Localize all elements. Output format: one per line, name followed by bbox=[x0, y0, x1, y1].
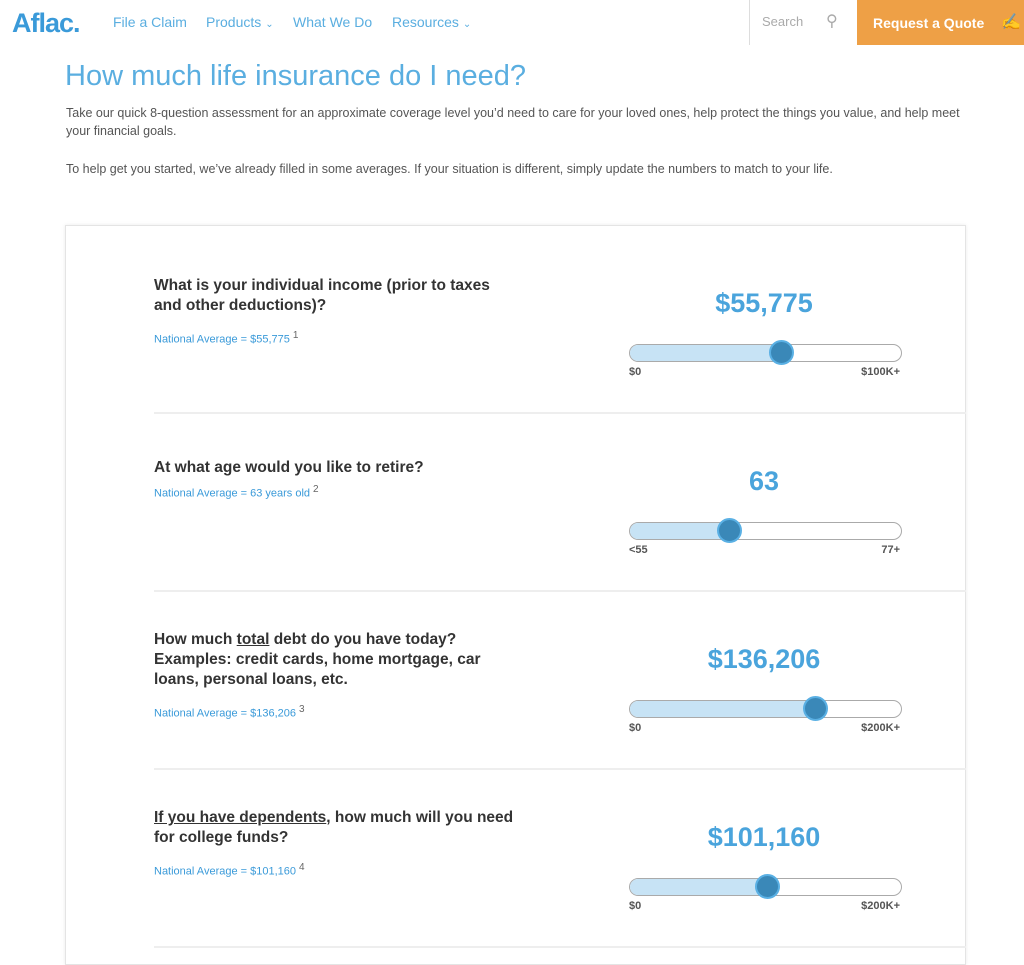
slider-value: $136,206 bbox=[707, 644, 821, 674]
national-average: National Average = $136,206 3 bbox=[154, 704, 305, 720]
request-quote-button[interactable]: Request a Quote ✍ bbox=[857, 0, 1024, 45]
question-part: , how much will you need for college fun… bbox=[154, 809, 514, 846]
duck-icon: ✍ bbox=[1001, 14, 1021, 31]
note-text: To help get you started, we’ve already f… bbox=[66, 162, 833, 176]
average-text: National Average = 63 years old bbox=[154, 487, 311, 500]
nav-resources[interactable]: Resources ⌄ bbox=[392, 14, 471, 30]
nav-label: Resources bbox=[392, 14, 459, 30]
slider-thumb[interactable] bbox=[802, 696, 828, 721]
question-part: How much bbox=[154, 631, 237, 648]
quote-label: Request a Quote bbox=[873, 15, 985, 31]
slider-min-label: $0 bbox=[629, 900, 642, 912]
footnote-ref[interactable]: 3 bbox=[299, 704, 305, 715]
slider-max-label: $200K+ bbox=[861, 722, 900, 734]
question-text: How much total debt do you have today? E… bbox=[154, 630, 514, 690]
question-row: If you have dependents, how much will yo… bbox=[154, 770, 966, 948]
average-text: National Average = $136,206 bbox=[154, 707, 296, 720]
slider-max-label: 77+ bbox=[881, 544, 900, 556]
slider-fill bbox=[630, 523, 729, 539]
slider-track[interactable] bbox=[629, 518, 902, 543]
slider-track[interactable] bbox=[629, 696, 902, 721]
slider-max-label: $100K+ bbox=[861, 366, 900, 378]
slider-min-label: <55 bbox=[629, 544, 648, 556]
question-row: At what age would you like to retire? Na… bbox=[154, 414, 966, 592]
national-average: National Average = 63 years old 2 bbox=[154, 484, 319, 500]
question-part: What is your individual income (prior to… bbox=[154, 277, 490, 314]
question-emphasis: total bbox=[236, 631, 270, 648]
slider-thumb[interactable] bbox=[755, 874, 781, 899]
top-nav: Aflac. File a Claim Products ⌄ What We Do… bbox=[0, 0, 1024, 45]
question-row: How much total debt do you have today? E… bbox=[154, 592, 966, 770]
nav-file-claim[interactable]: File a Claim bbox=[113, 14, 187, 30]
slider-min-label: $0 bbox=[629, 366, 642, 378]
slider-value: 63 bbox=[748, 466, 780, 496]
slider-min-label: $0 bbox=[629, 722, 642, 734]
intro-text: Take our quick 8-question assessment for… bbox=[66, 106, 960, 138]
question-emphasis: If you have dependents bbox=[154, 809, 327, 826]
chevron-down-icon: ⌄ bbox=[265, 19, 274, 30]
question-text: At what age would you like to retire? bbox=[154, 458, 514, 478]
slider-fill bbox=[630, 879, 768, 895]
nav-label: File a Claim bbox=[113, 14, 187, 30]
question-part: At what age would you like to retire? bbox=[154, 459, 424, 476]
search-input[interactable]: Search ⚲ bbox=[749, 0, 857, 45]
footnote-ref[interactable]: 2 bbox=[313, 484, 319, 495]
average-text: National Average = $101,160 bbox=[154, 865, 296, 878]
footnote-ref[interactable]: 1 bbox=[292, 330, 299, 341]
slider-track[interactable] bbox=[629, 340, 902, 365]
question-part: debt do you have today? Examples: credit… bbox=[154, 631, 481, 688]
slider-max-label: $200K+ bbox=[861, 900, 900, 912]
nav-label: Products bbox=[206, 14, 262, 30]
slider-fill bbox=[630, 701, 815, 717]
question-text: If you have dependents, how much will yo… bbox=[154, 808, 514, 848]
assessment-card: What is your individual income (prior to… bbox=[65, 225, 966, 965]
chevron-down-icon: ⌄ bbox=[462, 19, 472, 30]
slider-track[interactable] bbox=[629, 874, 902, 899]
search-icon[interactable]: ⚲ bbox=[826, 13, 838, 30]
slider-thumb[interactable] bbox=[716, 518, 742, 543]
nav-products[interactable]: Products ⌄ bbox=[206, 14, 274, 30]
question-row: What is your individual income (prior to… bbox=[154, 226, 966, 414]
page-title: How much life insurance do I need? bbox=[65, 60, 527, 92]
nav-label: What We Do bbox=[293, 14, 373, 30]
nav-what-we-do[interactable]: What We Do bbox=[293, 14, 372, 30]
slider-fill bbox=[630, 345, 782, 361]
question-text: What is your individual income (prior to… bbox=[154, 276, 514, 316]
aflac-logo[interactable]: Aflac. bbox=[12, 8, 81, 38]
slider-value: $55,775 bbox=[715, 288, 813, 318]
national-average: National Average = $55,775 1 bbox=[154, 330, 298, 346]
footnote-ref[interactable]: 4 bbox=[299, 862, 305, 873]
search-placeholder: Search bbox=[762, 14, 804, 29]
slider-value: $101,160 bbox=[707, 822, 821, 852]
slider-thumb[interactable] bbox=[769, 340, 795, 365]
average-text: National Average = $55,775 bbox=[154, 333, 290, 346]
national-average: National Average = $101,160 4 bbox=[154, 862, 305, 878]
